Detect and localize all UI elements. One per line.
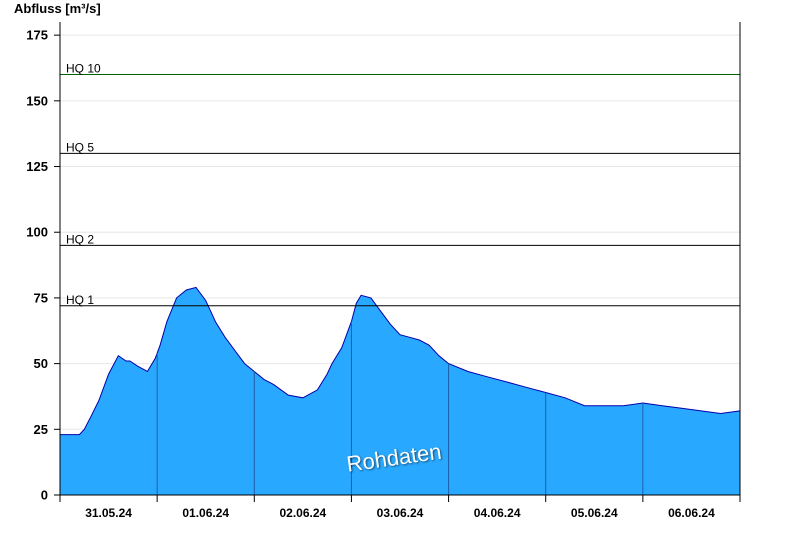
discharge-fill [60,287,740,495]
x-tick-label-5: 05.06.24 [571,506,618,520]
discharge-line [60,286,741,436]
x-tick-label-1: 01.06.24 [182,506,229,520]
y-axis-ticks: 0 25 50 75 100 125 150 175 [26,28,60,503]
x-tick-label-2: 02.06.24 [279,506,326,520]
x-tick-label-3: 03.06.24 [377,506,424,520]
y-axis-label: Abfluss [m³/s] [14,1,101,16]
threshold-label-3: HQ 10 [66,62,101,76]
discharge-area [60,286,741,495]
y-tick-label-125: 125 [26,159,48,174]
day-separators [156,321,644,495]
y-tick-label-150: 150 [26,93,48,108]
y-tick-label-75: 75 [34,290,48,305]
x-tick-label-6: 06.06.24 [668,506,715,520]
y-tick-label-25: 25 [34,422,48,437]
x-axis-ticks: 31.05.24 01.06.24 02.06.24 03.06.24 04.06.24… [59,495,741,520]
threshold-lines: HQ 1 HQ 2 HQ 5 HQ 10 [60,62,740,307]
y-tick-label-100: 100 [26,225,48,240]
x-tick-label-4: 04.06.24 [474,506,521,520]
y-tick-label-50: 50 [34,356,48,371]
y-tick-label-175: 175 [26,28,48,43]
threshold-label-2: HQ 5 [66,140,94,154]
x-tick-label-0: 31.05.24 [85,506,132,520]
y-tick-label-0: 0 [41,488,48,503]
threshold-label-0: HQ 1 [66,293,94,307]
threshold-label-1: HQ 2 [66,232,94,246]
